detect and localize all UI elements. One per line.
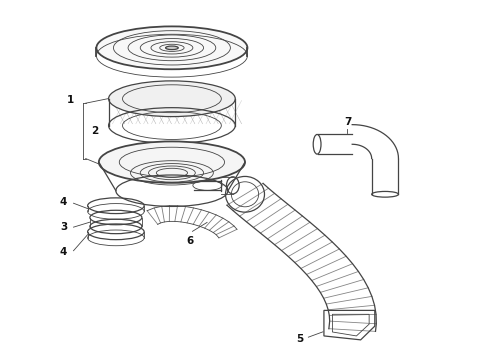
Text: 7: 7 <box>344 117 352 127</box>
Text: 6: 6 <box>186 236 194 246</box>
Ellipse shape <box>99 141 245 183</box>
Ellipse shape <box>97 26 247 69</box>
Ellipse shape <box>166 46 178 50</box>
Text: 2: 2 <box>92 126 99 136</box>
Text: 5: 5 <box>296 334 303 344</box>
Text: 3: 3 <box>60 222 67 232</box>
Ellipse shape <box>109 81 235 117</box>
Text: 1: 1 <box>67 95 74 105</box>
Text: 4: 4 <box>60 247 67 257</box>
Text: 4: 4 <box>60 197 67 207</box>
